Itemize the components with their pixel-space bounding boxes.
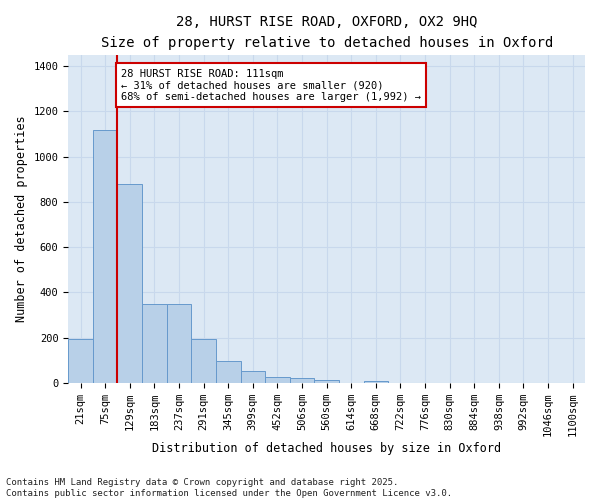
Bar <box>314 380 339 383</box>
Bar <box>216 362 241 383</box>
Bar <box>191 339 216 383</box>
Bar <box>142 304 167 383</box>
Title: 28, HURST RISE ROAD, OXFORD, OX2 9HQ
Size of property relative to detached house: 28, HURST RISE ROAD, OXFORD, OX2 9HQ Siz… <box>101 15 553 50</box>
Bar <box>265 378 290 383</box>
Bar <box>290 378 314 383</box>
Bar <box>118 184 142 383</box>
Bar <box>167 304 191 383</box>
Text: 28 HURST RISE ROAD: 111sqm
← 31% of detached houses are smaller (920)
68% of sem: 28 HURST RISE ROAD: 111sqm ← 31% of deta… <box>121 68 421 102</box>
Y-axis label: Number of detached properties: Number of detached properties <box>15 116 28 322</box>
Bar <box>93 130 118 383</box>
Bar <box>241 370 265 383</box>
Bar <box>364 380 388 383</box>
Text: Contains HM Land Registry data © Crown copyright and database right 2025.
Contai: Contains HM Land Registry data © Crown c… <box>6 478 452 498</box>
Bar <box>68 339 93 383</box>
X-axis label: Distribution of detached houses by size in Oxford: Distribution of detached houses by size … <box>152 442 501 455</box>
